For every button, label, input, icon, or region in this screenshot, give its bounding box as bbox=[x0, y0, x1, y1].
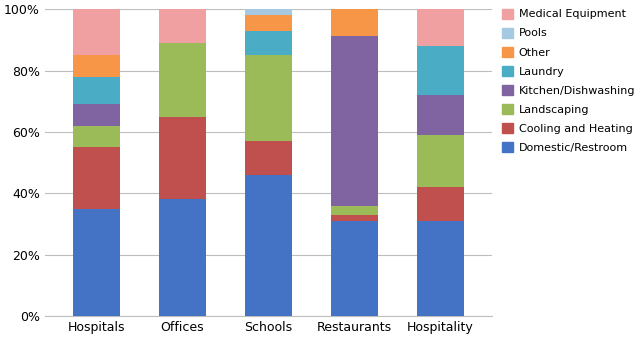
Bar bbox=[159, 9, 206, 43]
Bar bbox=[245, 31, 292, 55]
Bar bbox=[73, 55, 120, 77]
Bar bbox=[245, 15, 292, 31]
Bar bbox=[73, 147, 120, 209]
Bar bbox=[159, 117, 206, 199]
Bar bbox=[159, 43, 206, 117]
Bar bbox=[331, 9, 378, 36]
Bar bbox=[245, 175, 292, 316]
Bar bbox=[159, 199, 206, 316]
Bar bbox=[73, 104, 120, 126]
Bar bbox=[73, 77, 120, 104]
Bar bbox=[417, 9, 464, 46]
Bar bbox=[331, 221, 378, 316]
Bar bbox=[245, 9, 292, 15]
Bar bbox=[417, 46, 464, 95]
Bar bbox=[73, 126, 120, 147]
Bar bbox=[331, 215, 378, 221]
Bar bbox=[245, 55, 292, 141]
Bar bbox=[73, 209, 120, 316]
Bar bbox=[417, 95, 464, 135]
Bar bbox=[331, 36, 378, 206]
Bar bbox=[417, 135, 464, 187]
Bar bbox=[245, 141, 292, 175]
Bar bbox=[73, 9, 120, 55]
Bar bbox=[417, 221, 464, 316]
Legend: Medical Equipment, Pools, Other, Laundry, Kitchen/Dishwashing, Landscaping, Cool: Medical Equipment, Pools, Other, Laundry… bbox=[502, 8, 636, 153]
Bar bbox=[417, 187, 464, 221]
Bar bbox=[331, 206, 378, 215]
